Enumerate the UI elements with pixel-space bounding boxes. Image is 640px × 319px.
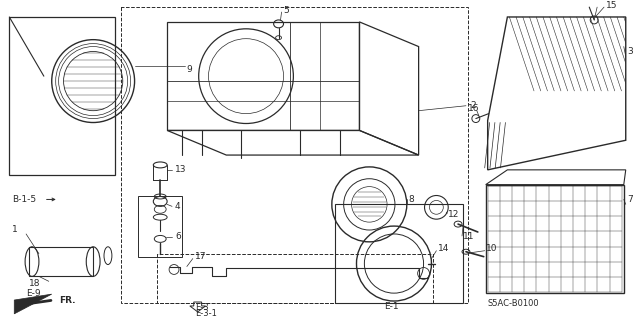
Text: 13: 13 [175,165,186,174]
Text: 10: 10 [486,244,497,253]
Text: FR.: FR. [59,295,75,305]
Text: 11: 11 [463,233,474,241]
Text: 1: 1 [12,225,18,234]
Text: E-3-1: E-3-1 [195,309,216,318]
Text: 15: 15 [606,1,618,10]
Text: 4: 4 [175,202,180,211]
Text: 8: 8 [409,195,415,204]
Text: 14: 14 [438,244,450,253]
Polygon shape [14,294,52,314]
Text: 7: 7 [628,195,634,204]
Text: 9: 9 [187,65,193,74]
Text: S5AC-B0100: S5AC-B0100 [488,299,540,308]
Text: 6: 6 [175,233,180,241]
Text: E-9: E-9 [26,289,41,298]
Text: 16: 16 [468,104,479,113]
Text: 18: 18 [29,279,40,288]
Text: 3: 3 [628,47,634,56]
Text: E-1: E-1 [384,302,398,311]
Text: E-3: E-3 [195,303,209,312]
Text: 5: 5 [284,5,289,15]
Text: B-1-5: B-1-5 [12,195,36,204]
Text: 2: 2 [470,101,476,110]
Text: 17: 17 [195,252,206,261]
Text: 12: 12 [448,210,460,219]
